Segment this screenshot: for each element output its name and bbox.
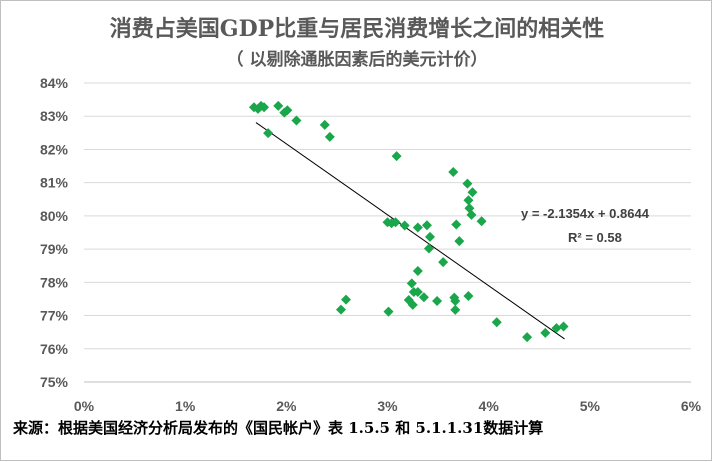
data-point <box>412 286 423 297</box>
data-point <box>406 278 417 289</box>
chart-title: 消费占美国GDP比重与居民消费增长之间的相关性 <box>109 16 605 42</box>
y-tick-label: 83% <box>40 108 69 124</box>
data-point <box>319 119 330 130</box>
data-point <box>399 220 410 231</box>
data-point <box>424 231 435 242</box>
data-point <box>450 295 461 306</box>
data-point <box>454 236 465 247</box>
y-tick-label: 76% <box>40 341 69 357</box>
data-point <box>450 304 461 315</box>
x-tick-labels: 0% 1% 2% 3% 4% 5% 6% <box>74 398 702 414</box>
data-point <box>263 128 274 139</box>
data-point <box>273 100 284 111</box>
trendline <box>255 122 565 340</box>
x-tick-label: 2% <box>276 398 297 414</box>
data-point <box>412 222 423 233</box>
data-point <box>491 317 502 328</box>
y-tick-label: 84% <box>40 75 69 91</box>
gridlines <box>84 82 691 350</box>
y-tick-label: 80% <box>40 208 69 224</box>
x-tick-label: 1% <box>175 398 196 414</box>
data-point <box>423 243 434 254</box>
data-point <box>335 304 346 315</box>
y-tick-label: 81% <box>40 175 69 191</box>
x-tick-label: 4% <box>479 398 500 414</box>
y-tick-label: 79% <box>40 241 69 257</box>
data-point <box>438 257 449 268</box>
y-tick-label: 75% <box>40 374 69 390</box>
x-tick-label: 3% <box>377 398 398 414</box>
data-point <box>448 167 459 178</box>
data-point <box>259 102 270 113</box>
data-point <box>463 195 474 206</box>
data-point <box>391 151 402 162</box>
data-point <box>324 131 335 142</box>
r-squared-label: R² = 0.58 <box>568 230 622 245</box>
data-points <box>248 100 569 343</box>
data-point <box>291 115 302 126</box>
data-point <box>418 292 429 303</box>
source-note: 来源：根据美国经济分析局发布的《国民帐户》表 1.5.5 和 5.1.1.31数… <box>13 419 544 437</box>
x-tick-label: 0% <box>74 398 95 414</box>
data-point <box>282 105 293 116</box>
y-tick-labels: 84% 83% 82% 81% 80% 79% 78% 77% 76% 75% <box>40 75 69 390</box>
data-point <box>451 219 462 230</box>
data-point <box>463 290 474 301</box>
data-point <box>412 266 423 277</box>
x-tick-label: 5% <box>580 398 601 414</box>
y-tick-label: 78% <box>40 274 69 290</box>
data-point <box>421 220 432 231</box>
data-point <box>551 323 562 334</box>
data-point <box>522 332 533 343</box>
data-point <box>540 327 551 338</box>
data-point <box>383 306 394 317</box>
data-point <box>476 216 487 227</box>
data-point <box>432 295 443 306</box>
trendline-equation: y = -2.1354x + 0.8644 <box>521 206 650 221</box>
chart-subtitle: （ 以剔除通胀因素后的美元计价） <box>226 50 488 70</box>
data-point <box>467 187 478 198</box>
data-point <box>390 217 401 228</box>
x-tick-label: 6% <box>681 398 702 414</box>
data-point <box>462 178 473 189</box>
data-point <box>407 299 418 310</box>
data-point <box>466 209 477 220</box>
data-point <box>558 321 569 332</box>
y-tick-label: 77% <box>40 308 69 324</box>
y-tick-label: 82% <box>40 141 69 157</box>
data-point <box>341 294 352 305</box>
